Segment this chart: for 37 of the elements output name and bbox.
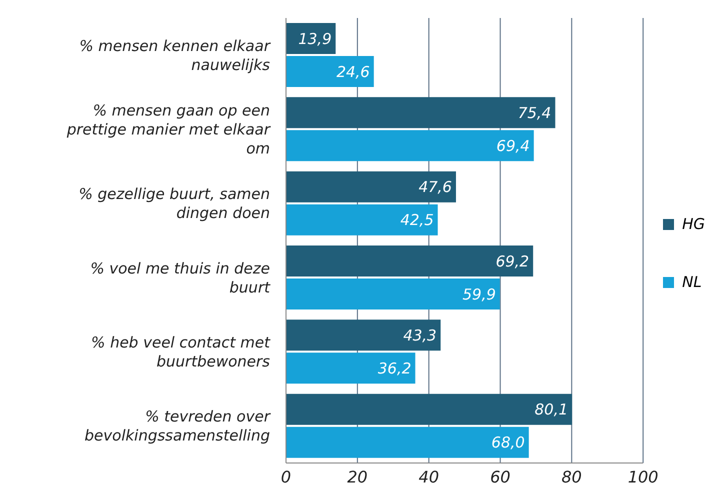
data-label: 24,6 (336, 62, 370, 81)
data-label: 47,6 (418, 178, 452, 196)
y-tick-label: % heb veel contact met buurtbewoners (91, 334, 272, 370)
bar (286, 56, 374, 87)
data-label: 42,5 (400, 211, 434, 230)
x-tick-label: 60 (490, 467, 510, 486)
bar (286, 394, 572, 425)
x-tick-label: 40 (418, 467, 440, 486)
y-tick-label: % voel me thuis in deze buurt (90, 259, 272, 296)
data-label: 36,2 (378, 359, 412, 378)
bar (286, 130, 534, 162)
data-label: 69,2 (496, 252, 530, 270)
bar (286, 320, 441, 351)
data-label: 69,4 (496, 136, 530, 155)
x-tick-label: 0 (280, 467, 292, 486)
x-tick-label: 100 (628, 467, 658, 486)
y-tick-label: % tevreden over bevolkingssamenstelling (84, 408, 271, 445)
y-tick-label: % gezellige buurt, samen dingen doen (78, 185, 270, 222)
y-tick-label: % mensen kennen elkaar nauwelijks (79, 36, 271, 74)
data-label: 59,9 (462, 285, 496, 304)
x-tick-label: 80 (561, 467, 582, 486)
data-label: 68,0 (491, 434, 525, 452)
bar (286, 278, 500, 310)
data-label: 43,3 (403, 326, 437, 344)
bar (286, 204, 438, 236)
bar (286, 246, 534, 276)
x-tick-label: 20 (347, 467, 368, 486)
data-label: 80,1 (534, 400, 568, 419)
data-label: 75,4 (518, 104, 552, 122)
legend-label: HG (682, 215, 705, 233)
legend-label: NL (682, 273, 702, 291)
bar (286, 352, 416, 384)
data-label: 13,9 (298, 30, 332, 48)
y-tick-label: % mensen gaan op een prettige manier met elkaar om (66, 102, 271, 158)
bar (286, 97, 556, 128)
bar (286, 171, 456, 202)
bar (286, 426, 529, 458)
